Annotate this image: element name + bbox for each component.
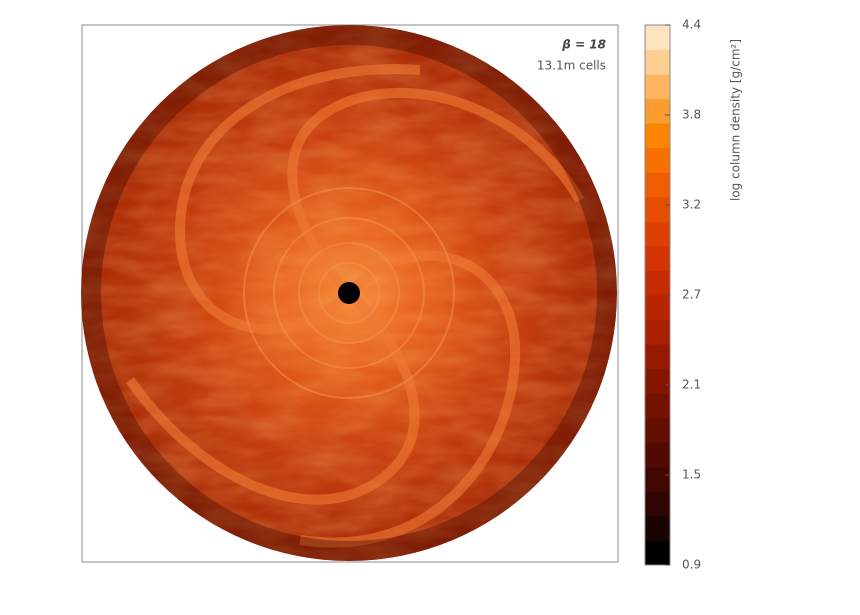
colorbar-band — [645, 270, 670, 296]
colorbar-band — [645, 147, 670, 173]
colorbar-band — [645, 49, 670, 75]
colorbar-band — [645, 491, 670, 517]
y-tick-label: 2.1 — [682, 377, 701, 391]
colorbar-band — [645, 245, 670, 271]
annotation: β = 18 — [561, 38, 606, 52]
colorbar-band — [645, 295, 670, 321]
colorbar-band — [645, 368, 670, 394]
y-tick-label: 0.9 — [682, 558, 701, 572]
colorbar-band — [645, 123, 670, 149]
annotation: 13.1m cells — [537, 59, 606, 73]
colorbar-band — [645, 25, 670, 51]
colorbar-band — [645, 221, 670, 247]
colorbar-band — [645, 344, 670, 370]
y-tick-label: 3.2 — [682, 198, 701, 212]
colorbar-band — [645, 74, 670, 100]
colorbar-band — [645, 393, 670, 419]
colorbar-band — [645, 319, 670, 345]
colorbar-band — [645, 515, 670, 541]
y-tick-label: 4.4 — [682, 18, 701, 32]
y-tick-label: 1.5 — [682, 468, 701, 482]
central-hole — [338, 282, 360, 304]
colorbar-band — [645, 172, 670, 198]
colorbar-band — [645, 442, 670, 468]
colorbar-band — [645, 196, 670, 222]
colorbar-label: log column density [g/cm²] — [729, 39, 743, 201]
colorbar-band — [645, 540, 670, 566]
colorbar-band — [645, 466, 670, 492]
colorbar-band — [645, 98, 670, 124]
colorbar — [645, 25, 670, 566]
colorbar-band — [645, 417, 670, 443]
y-tick-label: 3.8 — [682, 107, 701, 121]
y-tick-label: 2.7 — [682, 288, 701, 302]
